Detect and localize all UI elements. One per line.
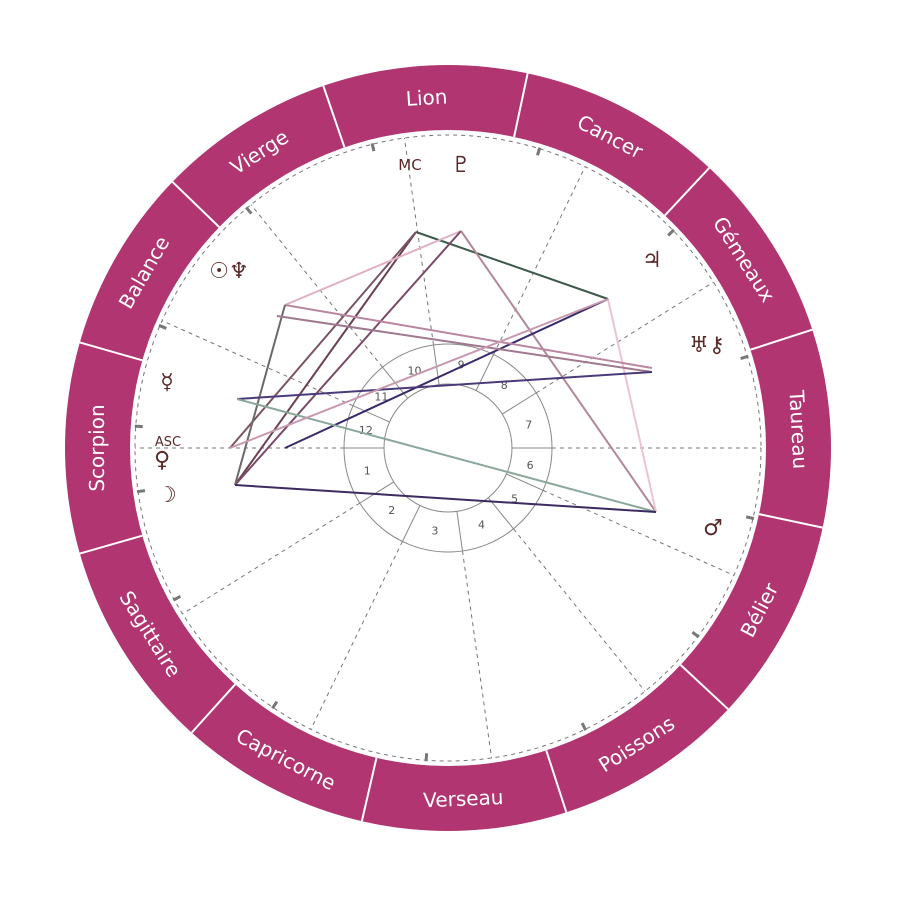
aspect-line xyxy=(284,230,462,306)
sign-label: Taureau xyxy=(784,389,812,470)
degree-tick xyxy=(740,354,749,360)
venus-icon: ♀ xyxy=(154,448,170,473)
degree-tick xyxy=(745,515,755,521)
house-ring-divider xyxy=(502,392,537,415)
aspect-line xyxy=(229,298,609,449)
house-cusp-line xyxy=(403,137,435,346)
planets: ♇ ♃ ♅⚷ ♂ ♀ ☽ ☿ ☉♆ MC ASC xyxy=(154,153,725,541)
house-cusp-line xyxy=(461,550,493,759)
aspect-line xyxy=(234,231,417,486)
aspect-line xyxy=(607,298,657,513)
sign-divider xyxy=(750,328,813,351)
degree-tick xyxy=(691,630,700,639)
house-number: 6 xyxy=(527,459,534,472)
degree-ticks xyxy=(134,142,755,762)
house-number: 11 xyxy=(374,390,388,403)
house-number: 4 xyxy=(478,519,485,532)
house-cusp-line xyxy=(493,166,586,355)
house-cusp-line xyxy=(182,502,361,615)
aspect-line xyxy=(460,230,657,513)
house-number: 3 xyxy=(431,524,438,537)
degree-tick xyxy=(580,722,587,731)
house-ring-divider xyxy=(506,473,544,491)
sign-dividers xyxy=(79,73,823,822)
uranus-chiron-icon: ♅⚷ xyxy=(689,333,725,358)
sign-label: Scorpion xyxy=(85,404,109,491)
house-number: 8 xyxy=(501,379,508,392)
degree-tick xyxy=(136,489,146,494)
sign-divider xyxy=(664,167,710,217)
house-ring-divider xyxy=(475,354,495,391)
aspect-line xyxy=(234,484,657,513)
sun-neptune-icon: ☉♆ xyxy=(209,259,248,284)
inner-chart-area xyxy=(130,130,766,766)
degree-tick xyxy=(536,147,542,156)
aspect-line xyxy=(284,304,653,369)
degree-tick xyxy=(370,142,376,152)
house-cusps xyxy=(135,137,761,759)
aspect-line xyxy=(236,371,653,400)
house-cusp-line xyxy=(161,320,354,407)
sign-divider xyxy=(322,85,346,148)
house-cusp-line xyxy=(513,528,646,692)
aspect-line xyxy=(415,231,609,300)
sign-divider xyxy=(758,513,823,529)
aspect-lines xyxy=(229,230,657,513)
house-ring-divider xyxy=(487,497,514,530)
moon-icon: ☽ xyxy=(157,483,177,508)
house-ring-divider xyxy=(401,505,421,542)
sign-divider xyxy=(171,181,220,228)
house-ring-divider xyxy=(456,511,463,552)
house-number: 5 xyxy=(511,493,518,506)
degree-tick xyxy=(172,595,182,602)
jupiter-icon: ♃ xyxy=(642,248,662,273)
sign-divider xyxy=(79,341,143,362)
degree-tick xyxy=(158,323,167,330)
house-number: 1 xyxy=(364,465,371,478)
sign-label: Verseau xyxy=(423,785,504,812)
house-cusp-line xyxy=(250,204,383,368)
mars-icon: ♂ xyxy=(703,516,723,541)
house-ring-divider xyxy=(352,405,390,423)
sign-divider xyxy=(545,750,568,813)
aspect-line xyxy=(234,230,462,486)
house-number: 7 xyxy=(525,418,532,431)
degree-tick xyxy=(667,228,675,237)
asc-label: ASC xyxy=(155,435,181,450)
house-cusp-line xyxy=(310,541,403,730)
aspect-line xyxy=(234,304,286,486)
mc-label: MC xyxy=(398,156,421,174)
sign-divider xyxy=(190,683,236,734)
pluto-icon: ♇ xyxy=(451,153,471,178)
degree-tick xyxy=(245,206,253,215)
mercury-icon: ☿ xyxy=(160,370,174,395)
house-cusp-line xyxy=(535,281,714,394)
house-number: 2 xyxy=(388,504,395,517)
sign-divider xyxy=(679,664,729,710)
degree-tick xyxy=(134,424,143,429)
house-cusp-line xyxy=(542,489,735,576)
aspect-line xyxy=(276,315,653,373)
house-ring-divider xyxy=(359,481,394,504)
sign-label: Lion xyxy=(405,84,448,110)
degree-tick xyxy=(271,700,279,710)
degree-tick xyxy=(424,753,429,762)
sign-divider xyxy=(513,73,529,138)
sign-divider xyxy=(360,757,378,822)
house-ring-dividers xyxy=(344,344,552,552)
house-number: 9 xyxy=(458,359,465,372)
aspect-line xyxy=(284,298,609,449)
sign-divider xyxy=(79,534,143,555)
aspect-line xyxy=(229,231,417,449)
